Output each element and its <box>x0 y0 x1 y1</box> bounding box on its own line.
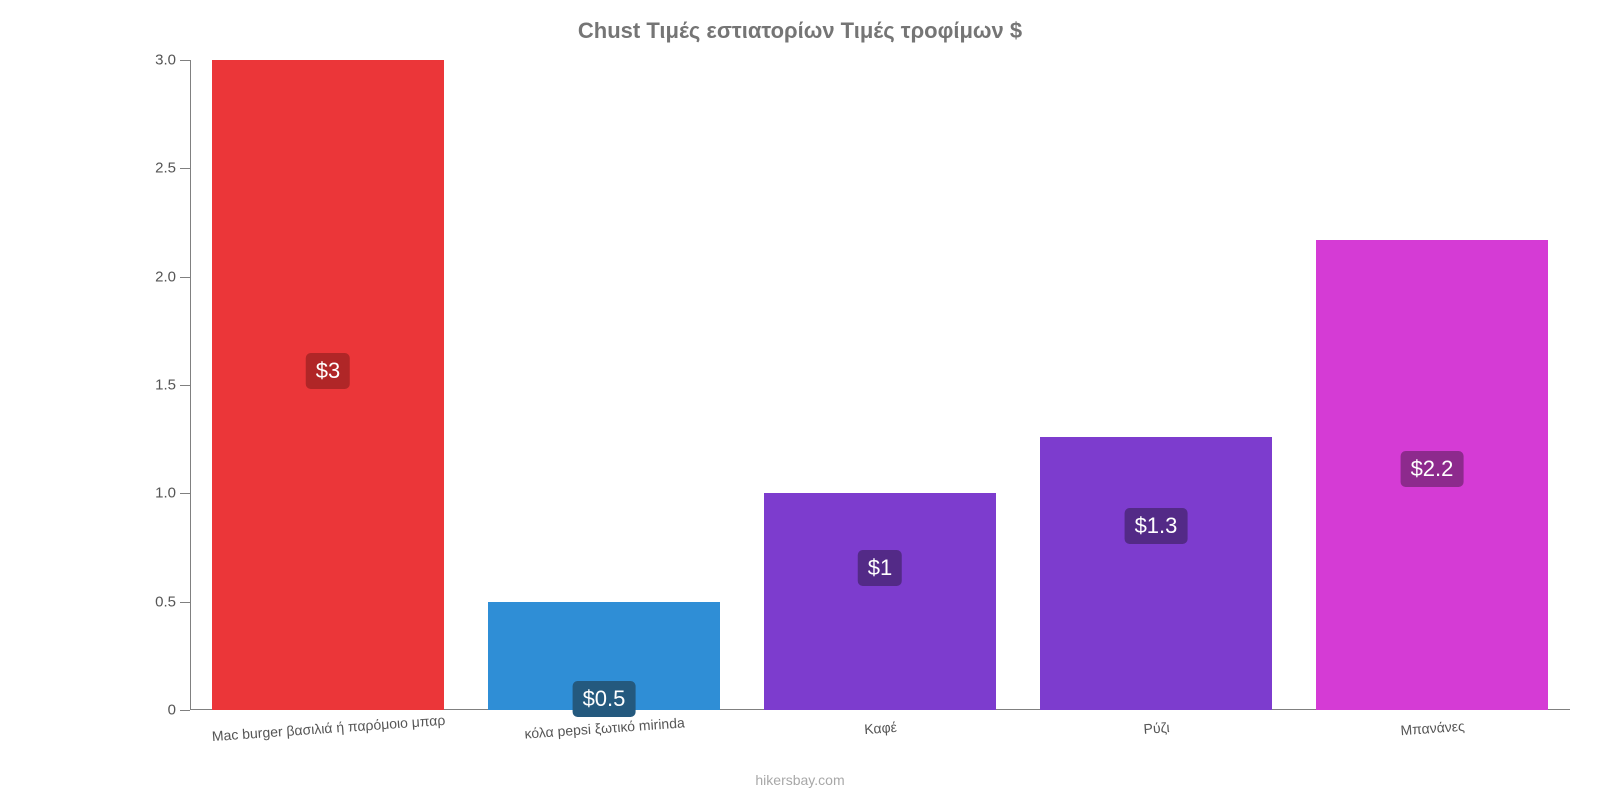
y-tick-label: 0 <box>168 702 190 719</box>
y-tick-label: 2.0 <box>155 268 190 285</box>
chart-plot-area: 00.51.01.52.02.53.0$3Mac burger βασιλιά … <box>190 60 1570 710</box>
attribution-text: hikersbay.com <box>755 772 844 788</box>
bar-value-label: $0.5 <box>573 681 636 717</box>
bar-value-label: $2.2 <box>1401 451 1464 487</box>
bar-value-label: $1 <box>858 550 902 586</box>
chart-title: Chust Τιμές εστιατορίων Τιμές τροφίμων $ <box>0 0 1600 44</box>
bar: $1 <box>764 493 996 710</box>
y-tick-label: 1.5 <box>155 377 190 394</box>
y-axis <box>190 60 191 710</box>
y-tick-label: 0.5 <box>155 593 190 610</box>
bar: $2.2 <box>1316 240 1548 710</box>
x-category-label: Ρύζι <box>1143 719 1170 737</box>
bar-value-label: $1.3 <box>1125 508 1188 544</box>
y-tick-label: 3.0 <box>155 52 190 69</box>
x-category-label: Mac burger βασιλιά ή παρόμοιο μπαρ <box>211 712 445 744</box>
bar: $1.3 <box>1040 437 1272 710</box>
bar: $3 <box>212 60 444 710</box>
bar-value-label: $3 <box>306 353 350 389</box>
y-tick-label: 2.5 <box>155 160 190 177</box>
x-category-label: Καφέ <box>864 719 898 737</box>
bar: $0.5 <box>488 602 720 710</box>
x-category-label: Μπανάνες <box>1400 718 1465 738</box>
y-tick-label: 1.0 <box>155 485 190 502</box>
x-category-label: κόλα pepsi ξωτικό mirinda <box>524 714 685 741</box>
